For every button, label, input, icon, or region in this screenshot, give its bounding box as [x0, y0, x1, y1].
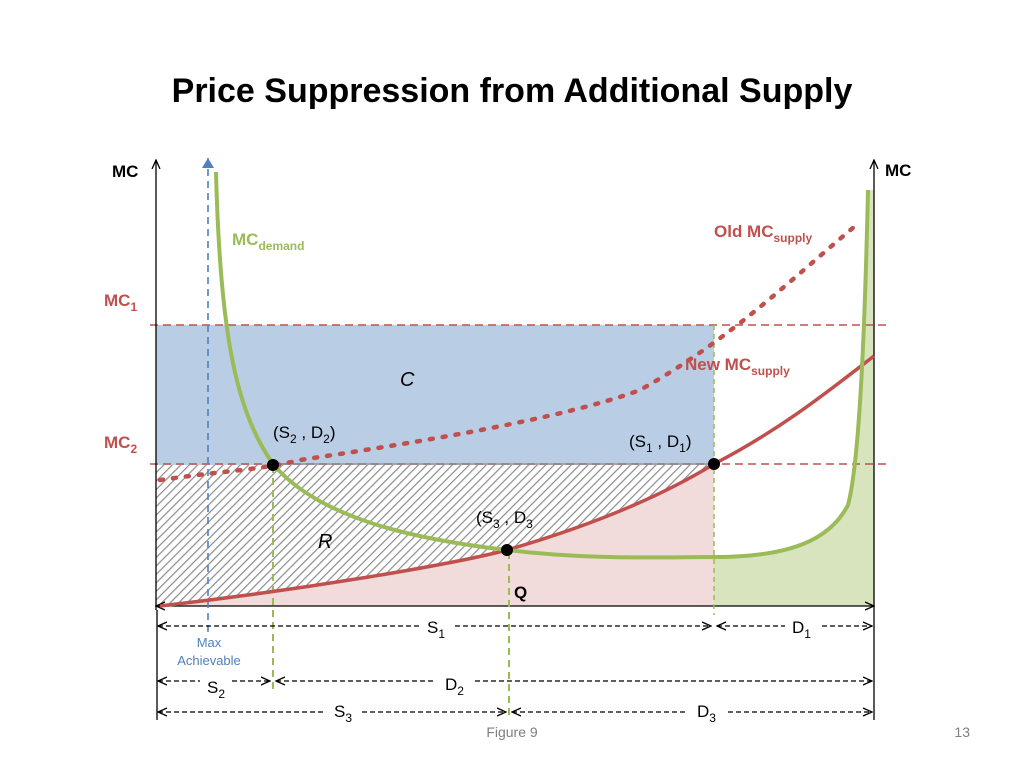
- dimension-d3-label: D3: [697, 702, 716, 725]
- region-r-hatched: [156, 465, 714, 606]
- max-achievable-label-line1: Max: [197, 635, 222, 650]
- page-number: 13: [954, 724, 970, 740]
- region-green-right: [714, 190, 874, 606]
- mc-demand-curve: [214, 171, 870, 560]
- old-mc-supply-curve: [157, 219, 863, 483]
- mc2-label: MC2: [104, 433, 137, 456]
- region-q-label: Q: [514, 583, 527, 602]
- new-mc-supply-curve: [159, 354, 876, 608]
- point-s1-d1-label: (S1 , D1): [629, 432, 692, 455]
- dimension-d1-label: D1: [792, 618, 811, 641]
- dimension-d2-label: D2: [445, 675, 464, 698]
- region-c-label: C: [400, 369, 415, 391]
- old-mc-supply-label: Old MCsupply: [714, 222, 812, 245]
- figure-caption: Figure 9: [486, 724, 538, 740]
- dimension-s1-label: S1: [427, 618, 445, 641]
- new-mc-supply-label: New MCsupply: [685, 355, 790, 378]
- left-axis-label: MC: [112, 162, 138, 181]
- point-s2-d2: [267, 459, 279, 471]
- max-achievable-label-line2: Achievable: [177, 653, 241, 668]
- region-r-label: R: [318, 531, 332, 553]
- right-axis-label: MC: [885, 161, 911, 180]
- region-q: [160, 464, 714, 606]
- slide-title: Price Suppression from Additional Supply: [171, 72, 853, 110]
- dimension-s2-label: S2: [207, 678, 225, 701]
- point-s3-d3-label: (S3 , D3: [476, 508, 533, 531]
- mc-demand-label: MCdemand: [232, 230, 304, 253]
- mc1-label: MC1: [104, 291, 137, 314]
- dimension-s3-label: S3: [334, 702, 352, 725]
- point-s1-d1: [708, 458, 720, 470]
- point-s3-d3: [501, 544, 513, 556]
- point-s2-d2-label: (S2 , D2): [273, 423, 336, 446]
